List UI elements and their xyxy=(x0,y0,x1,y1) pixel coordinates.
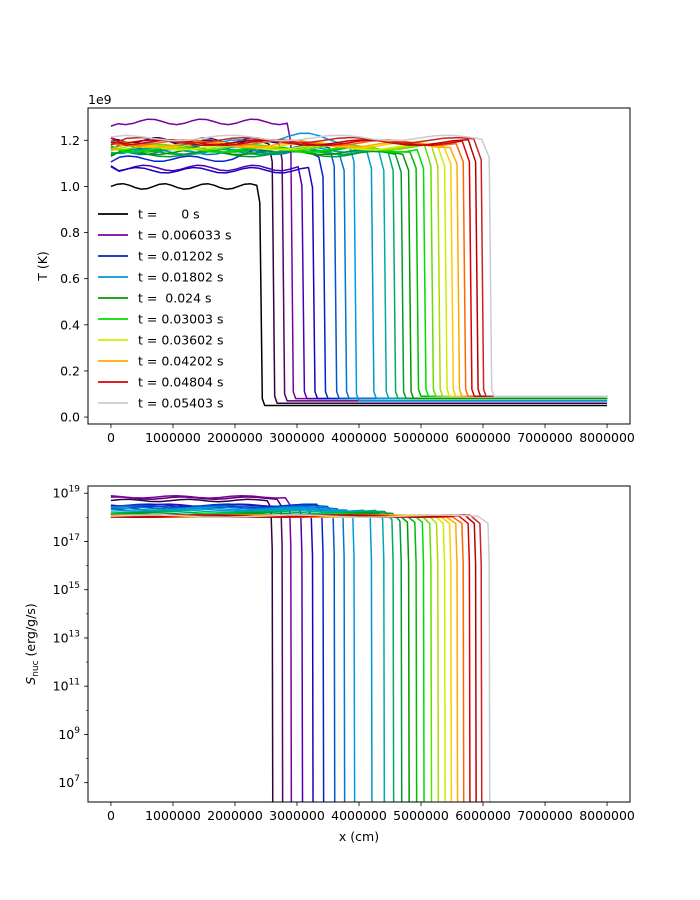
legend-label: t = 0.024 s xyxy=(138,291,212,306)
x-tick-label: 5000000 xyxy=(393,430,449,445)
y-tick-label: 1.0 xyxy=(60,179,80,194)
temperature-y-ticks: 0.0 0.2 0.4 0.6 0.8 1.0 1.2 xyxy=(60,133,88,425)
nuclear-energy-series-line xyxy=(110,503,325,802)
temperature-series-line xyxy=(110,118,608,400)
legend-label: t = 0.03003 s xyxy=(138,312,224,327)
temperature-series-line xyxy=(110,182,608,407)
y-tick-base: 10 xyxy=(58,727,74,742)
nuclear-energy-series-line xyxy=(110,494,293,802)
x-tick-label: 4000000 xyxy=(331,430,387,445)
y-tick-exponent: 13 xyxy=(69,629,80,639)
ylabel-units: (erg/g/s) xyxy=(23,603,38,660)
x-tick-label: 0 xyxy=(107,430,115,445)
y-tick-base: 10 xyxy=(53,582,69,597)
y-tick-label: 1015 xyxy=(53,581,80,597)
y-tick-exponent: 19 xyxy=(69,485,81,495)
nuclear-energy-series-line xyxy=(110,505,346,802)
x-tick-label: 6000000 xyxy=(455,808,511,823)
x-tick-label: 8000000 xyxy=(579,430,635,445)
nuclear-energy-series-line xyxy=(110,510,395,802)
nuclear-energy-series-group xyxy=(110,494,491,802)
x-tick-label: 2000000 xyxy=(207,808,263,823)
y-tick-label: 0.6 xyxy=(60,271,80,286)
nuclear-energy-x-axis-label: x (cm) xyxy=(339,829,379,844)
x-tick-label: 3000000 xyxy=(269,808,325,823)
y-tick-base: 10 xyxy=(58,775,74,790)
y-tick-label: 1013 xyxy=(53,629,80,645)
x-tick-label: 8000000 xyxy=(579,808,635,823)
y-tick-label: 0.0 xyxy=(60,410,80,425)
temperature-x-ticks: 0 1000000 2000000 3000000 4000000 5000000 6000… xyxy=(107,424,635,445)
legend-label: t = 0.05403 s xyxy=(138,396,224,411)
y-tick-label: 1011 xyxy=(53,678,80,694)
x-tick-label: 1000000 xyxy=(145,808,201,823)
y-tick-exponent: 9 xyxy=(74,726,80,736)
x-tick-label: 4000000 xyxy=(331,808,387,823)
legend-label: t = 0.03602 s xyxy=(138,333,224,348)
ylabel-subscript: nuc xyxy=(31,660,41,676)
legend: t = 0 s t = 0.006033 s t = 0.01202 s t = 0.… xyxy=(98,207,231,411)
legend-label: t = 0.04804 s xyxy=(138,375,224,390)
nuclear-energy-series-line xyxy=(110,506,356,802)
y-tick-label: 1017 xyxy=(53,533,80,549)
legend-label: t = 0 s xyxy=(138,207,200,222)
x-tick-label: 0 xyxy=(107,808,115,823)
temperature-series-line xyxy=(110,165,608,400)
nuclear-energy-series-line xyxy=(110,511,403,802)
temperature-series-line xyxy=(110,134,608,398)
temperature-offset-text: 1e9 xyxy=(88,92,112,107)
nuclear-energy-series-line xyxy=(110,514,491,802)
legend-label: t = 0.006033 s xyxy=(138,228,231,243)
nuclear-energy-y-axis-label: Snuc (erg/g/s) xyxy=(23,603,41,684)
x-tick-label: 2000000 xyxy=(207,430,263,445)
temperature-series-line xyxy=(110,150,608,400)
y-tick-exponent: 7 xyxy=(74,774,80,784)
y-tick-exponent: 11 xyxy=(69,678,80,688)
x-tick-label: 1000000 xyxy=(145,430,201,445)
temperature-panel: 0 1000000 2000000 3000000 4000000 5000000 6000… xyxy=(35,92,635,445)
temperature-series-group xyxy=(110,118,608,407)
x-tick-label: 7000000 xyxy=(517,430,573,445)
legend-label: t = 0.04202 s xyxy=(138,354,224,369)
y-tick-exponent: 15 xyxy=(69,581,80,591)
ylabel-main: S xyxy=(23,677,38,685)
legend-label: t = 0.01802 s xyxy=(138,270,224,285)
y-tick-label: 107 xyxy=(58,774,80,790)
temperature-y-axis-label: T (K) xyxy=(35,251,50,282)
y-tick-base: 10 xyxy=(53,679,69,694)
legend-label: t = 0.01202 s xyxy=(138,249,224,264)
x-tick-label: 7000000 xyxy=(517,808,573,823)
y-tick-label: 1019 xyxy=(53,485,81,501)
y-tick-base: 10 xyxy=(53,630,69,645)
nuclear-energy-panel: 0 1000000 2000000 3000000 4000000 5000000 6000… xyxy=(23,485,635,844)
y-tick-base: 10 xyxy=(53,486,69,501)
temperature-series-line xyxy=(110,136,608,398)
nuclear-energy-series-line xyxy=(110,504,336,802)
x-tick-label: 6000000 xyxy=(455,430,511,445)
x-tick-label: 5000000 xyxy=(393,808,449,823)
y-tick-base: 10 xyxy=(53,534,69,549)
y-tick-exponent: 17 xyxy=(69,533,80,543)
x-tick-label: 3000000 xyxy=(269,430,325,445)
nuclear-energy-series-line xyxy=(110,498,274,802)
y-tick-label: 0.2 xyxy=(60,363,80,378)
y-tick-label: 0.8 xyxy=(60,225,80,240)
nuclear-energy-series-line xyxy=(110,496,284,802)
y-tick-label: 109 xyxy=(58,726,80,742)
y-tick-label: 0.4 xyxy=(60,317,80,332)
nuclear-energy-x-ticks: 0 1000000 2000000 3000000 4000000 5000000 6000… xyxy=(107,802,635,823)
temperature-series-line xyxy=(110,164,608,400)
y-tick-label: 1.2 xyxy=(60,133,80,148)
